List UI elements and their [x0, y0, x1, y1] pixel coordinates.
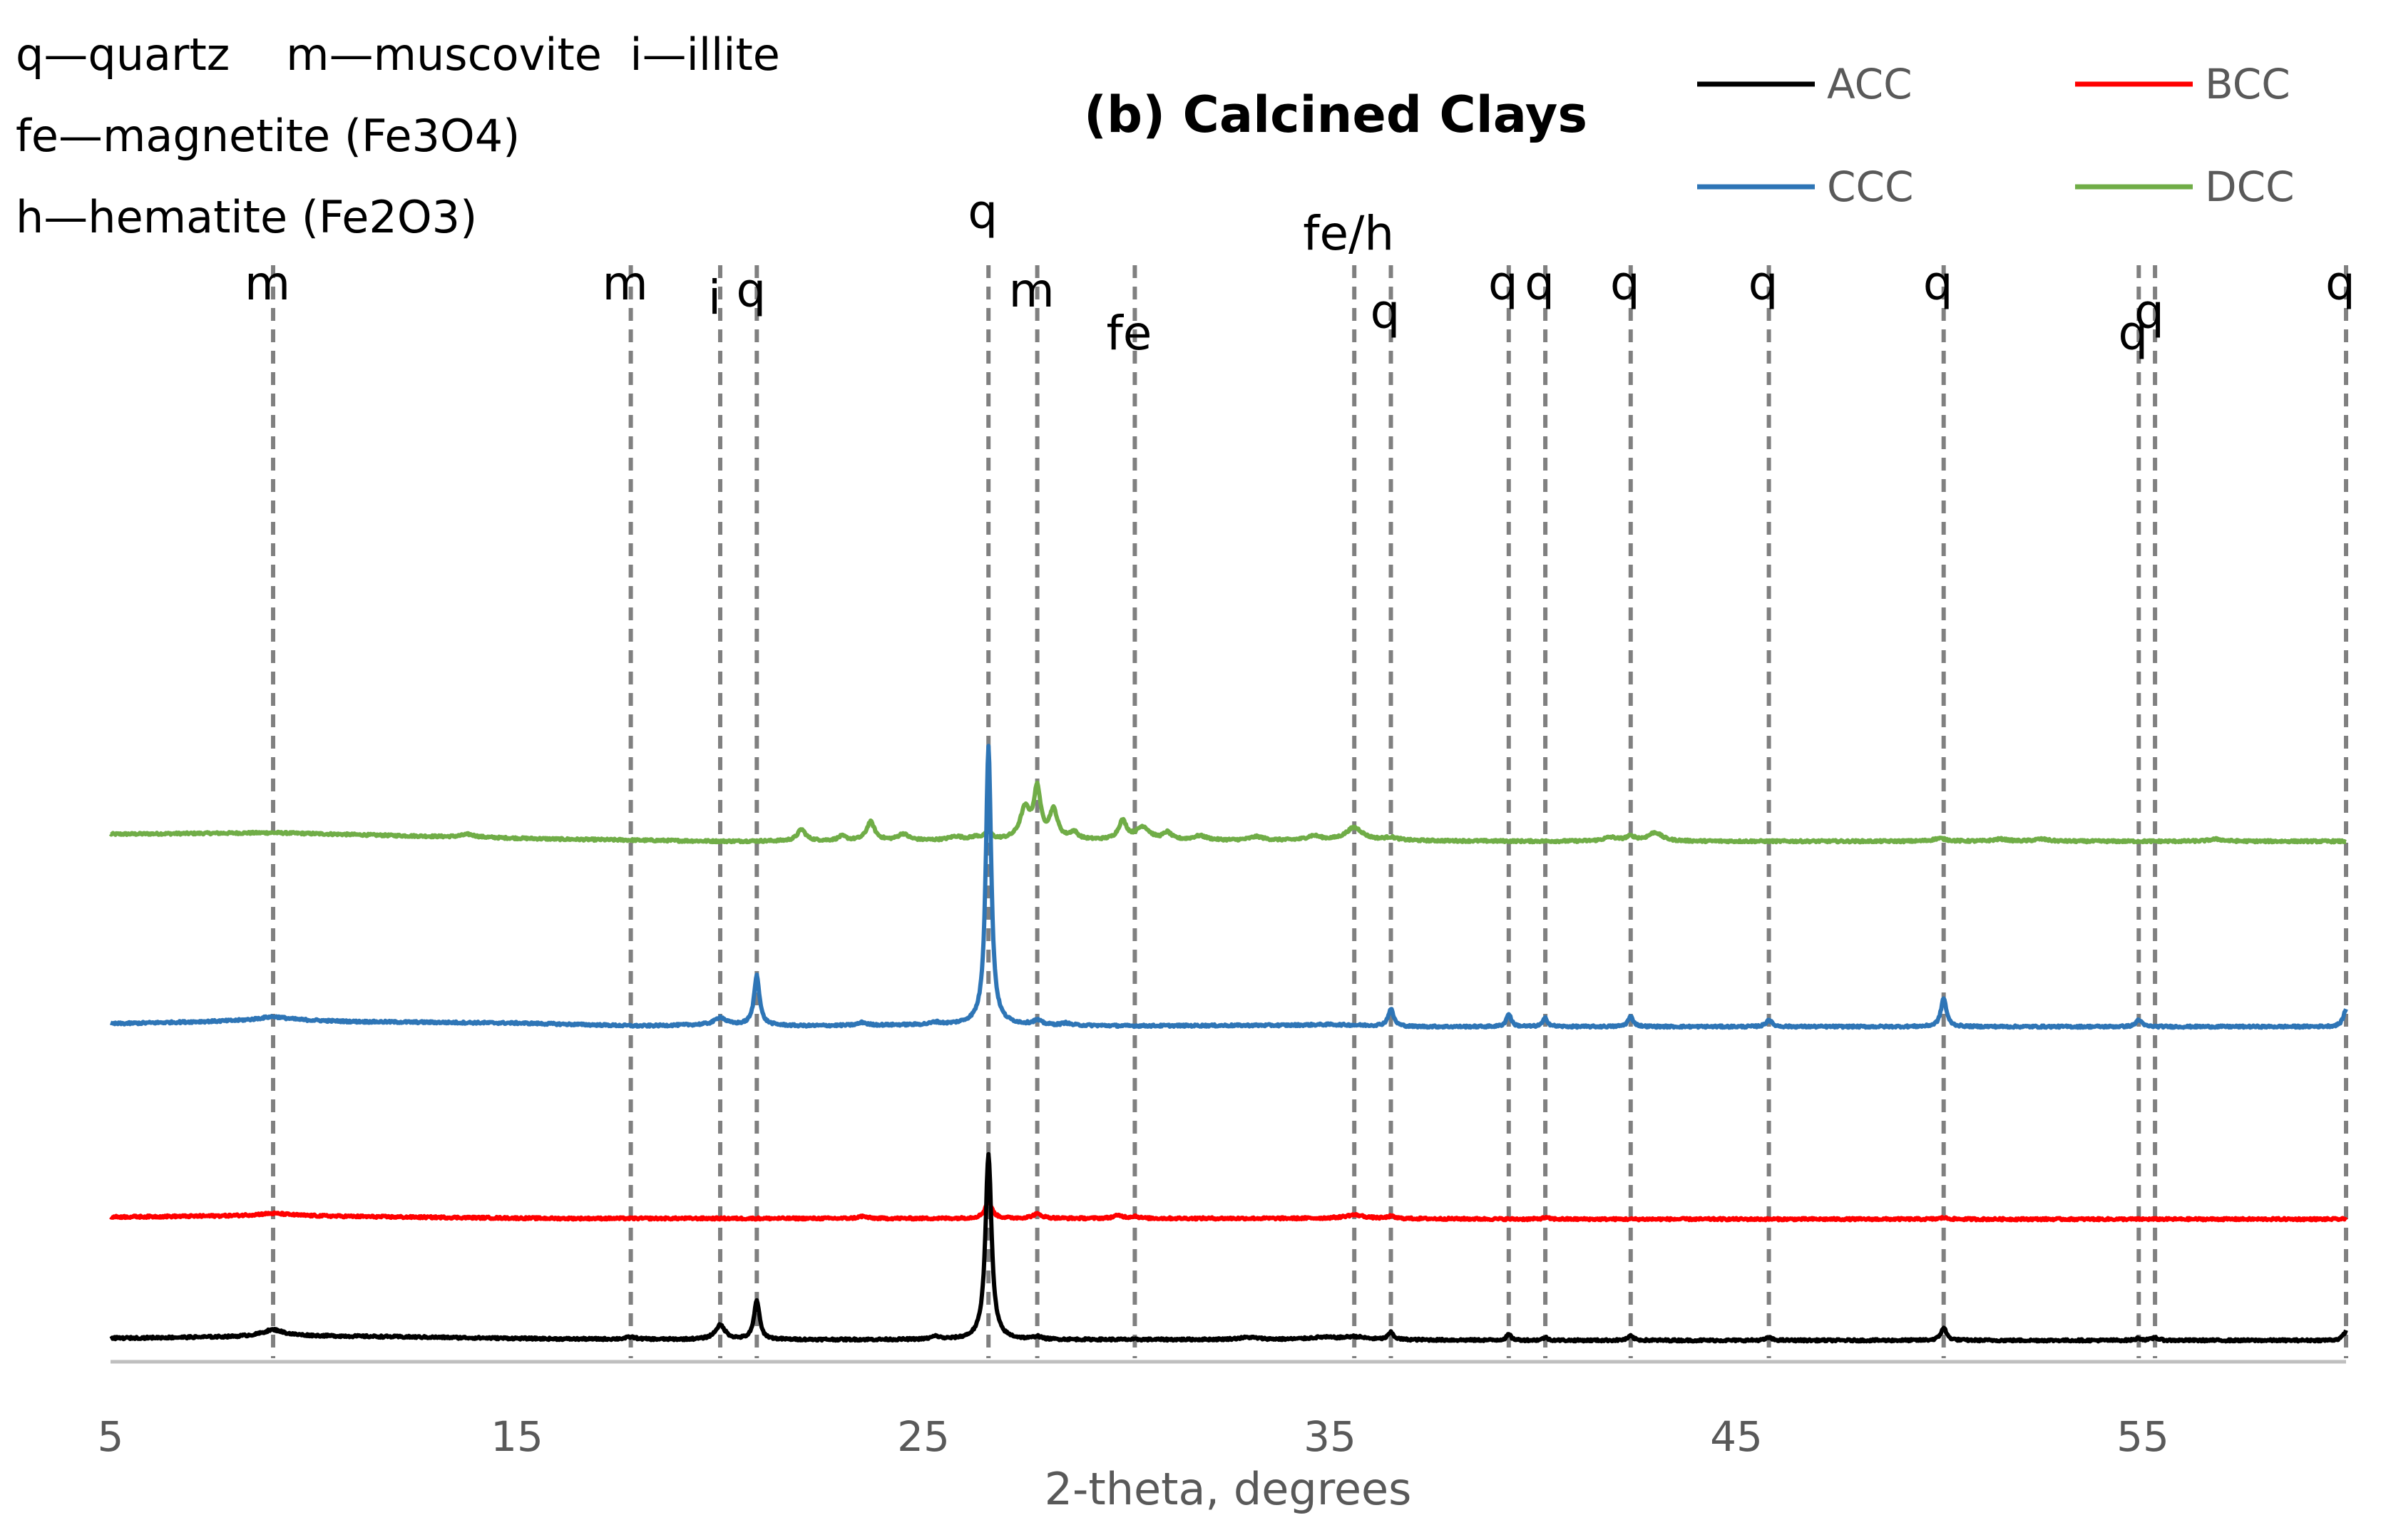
x-axis-label: 2-theta, degrees	[1045, 1463, 1412, 1515]
reference-label: q	[1748, 256, 1778, 311]
legend-label: CCC	[1827, 163, 1914, 211]
reference-label: fe/h	[1303, 206, 1394, 261]
reference-label: q	[736, 263, 766, 318]
series-line-bcc	[109, 1198, 2348, 1223]
reference-label: q	[2325, 256, 2355, 311]
x-tick-label: 15	[491, 1412, 543, 1461]
reference-label: q	[2118, 306, 2148, 361]
legend: ACC BCC CCC DCC	[1697, 60, 2295, 211]
reference-label: q	[1371, 284, 1401, 339]
key-line-2: fe—magnetite (Fe3O4)	[16, 110, 521, 162]
x-tick-label: 25	[897, 1412, 950, 1461]
x-tick-label: 35	[1304, 1412, 1356, 1461]
x-tick-label: 5	[98, 1412, 124, 1461]
x-tick-label: 55	[2116, 1412, 2169, 1461]
reference-label: fe	[1106, 306, 1152, 361]
legend-label: BCC	[2205, 60, 2290, 108]
legend-label: ACC	[1827, 60, 1913, 108]
x-tick-labels: 5 15 25 35 45 55	[98, 1412, 2169, 1461]
key-line-3: h—hematite (Fe2O3)	[16, 191, 478, 243]
reference-label: q	[2134, 284, 2164, 339]
legend-label: DCC	[2205, 163, 2295, 211]
reference-label: q	[1525, 256, 1555, 311]
series-line-dcc	[108, 780, 2347, 845]
reference-label: q	[1488, 256, 1518, 311]
x-tick-label: 45	[1710, 1412, 1763, 1461]
series-line-ccc	[109, 744, 2348, 1030]
reference-label: q	[1610, 256, 1640, 311]
reference-label: i	[708, 270, 721, 325]
reference-label: m	[1008, 263, 1054, 318]
reference-label: q	[968, 185, 998, 240]
reference-lines	[271, 265, 2348, 1358]
reference-label: q	[1923, 256, 1953, 311]
reference-label: m	[602, 256, 647, 311]
series-line-acc	[109, 1151, 2348, 1344]
series-lines	[108, 744, 2348, 1344]
reference-label: m	[245, 256, 290, 311]
chart-title: (b) Calcined Clays	[1084, 86, 1588, 144]
key-line-1: q—quartz m—muscovite i—illite	[16, 29, 780, 81]
